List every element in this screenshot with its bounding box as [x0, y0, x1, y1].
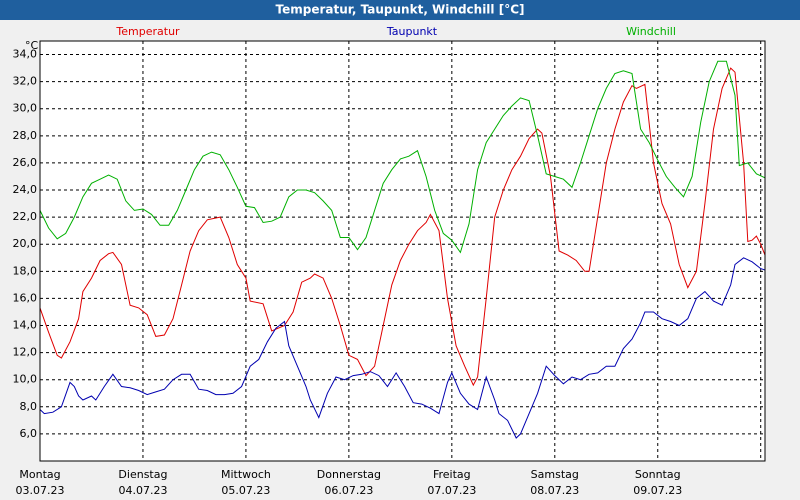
x-tick-date: 09.07.23 — [633, 484, 682, 497]
legend-label: Windchill — [626, 25, 676, 38]
x-tick-date: 07.07.23 — [427, 484, 476, 497]
x-tick-label: Samstag — [531, 468, 579, 481]
y-tick-label: 14,0 — [13, 319, 38, 332]
x-tick-date: 03.07.23 — [16, 484, 65, 497]
x-tick-label: Montag — [19, 468, 60, 481]
x-tick-date: 04.07.23 — [118, 484, 167, 497]
series-line — [39, 257, 766, 439]
x-tick-label: Dienstag — [118, 468, 167, 481]
x-tick-label: Donnerstag — [317, 468, 381, 481]
x-tick-label: Mittwoch — [221, 468, 271, 481]
y-unit: °C — [25, 39, 39, 52]
y-tick-label: 24,0 — [13, 183, 38, 196]
y-tick-label: 6,0 — [20, 427, 38, 440]
y-tick-label: 18,0 — [13, 264, 38, 277]
y-tick-label: 32,0 — [13, 75, 38, 88]
y-tick-label: 16,0 — [13, 291, 38, 304]
legend-label: Taupunkt — [386, 25, 438, 38]
x-tick-date: 05.07.23 — [221, 484, 270, 497]
plot-border — [39, 40, 766, 462]
x-tick-date: 06.07.23 — [324, 484, 373, 497]
y-tick-label: 12,0 — [13, 346, 38, 359]
y-tick-label: 34,0 — [13, 48, 38, 61]
y-tick-label: 22,0 — [13, 210, 38, 223]
series-line — [39, 67, 766, 387]
x-tick-label: Sonntag — [635, 468, 681, 481]
y-tick-label: 8,0 — [20, 400, 38, 413]
plot-area — [40, 41, 765, 461]
y-tick-label: 30,0 — [13, 102, 38, 115]
x-tick-date: 08.07.23 — [530, 484, 579, 497]
series-line — [39, 60, 766, 254]
y-tick-label: 28,0 — [13, 129, 38, 142]
x-tick-label: Freitag — [433, 468, 471, 481]
chart-title: Temperatur, Taupunkt, Windchill [°C] — [276, 3, 525, 17]
y-tick-label: 10,0 — [13, 373, 38, 386]
y-tick-label: 20,0 — [13, 237, 38, 250]
title-bar — [0, 0, 800, 20]
legend-label: Temperatur — [115, 25, 180, 38]
y-tick-label: 26,0 — [13, 156, 38, 169]
